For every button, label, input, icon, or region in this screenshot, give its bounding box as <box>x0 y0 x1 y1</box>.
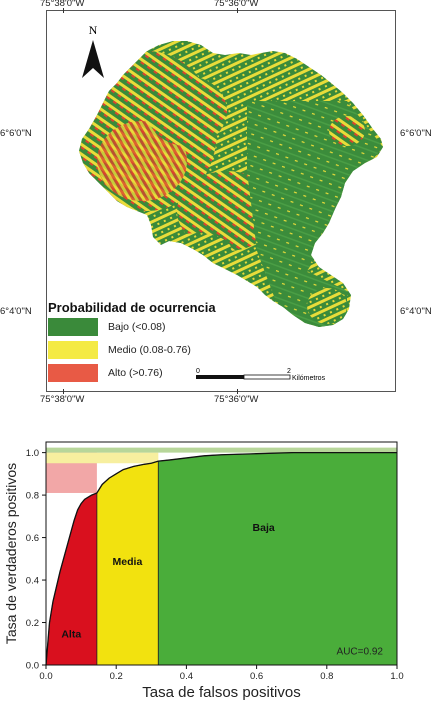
x-tick-label-2: 0.4 <box>180 671 193 682</box>
legend-label-alto: Alto (>0.76) <box>108 367 163 379</box>
north-label: N <box>89 23 98 37</box>
zone-label-0: Alta <box>61 628 81 640</box>
x-tick-label-5: 1.0 <box>390 671 403 682</box>
x-tick-label-4: 0.8 <box>320 671 333 682</box>
tick-top-left <box>63 8 64 13</box>
y-tick-label-0: 0.0 <box>26 661 39 672</box>
coord-top-right: 75°36'0"W <box>214 0 259 9</box>
roc-chart: Alta Media Baja 0.0 0.2 0.4 0.6 0.8 1.0 0.0 0.2 0.4… <box>0 430 437 708</box>
legend-swatch-alto <box>48 364 98 382</box>
coord-right-lower: 6°4'0"N <box>400 306 432 317</box>
scale-start-label: 0 <box>196 368 200 375</box>
tick-bottom-left <box>63 389 64 394</box>
roc-curve <box>45 451 397 666</box>
zone-fill-2 <box>157 452 398 666</box>
y-tick-label-4: 0.8 <box>26 491 39 502</box>
legend-item-bajo: Bajo (<0.08) <box>48 318 166 336</box>
y-tick-label-2: 0.4 <box>26 576 39 587</box>
coord-top-left: 75°38'0"W <box>40 0 85 9</box>
coord-bottom-left: 75°38'0"W <box>40 394 85 405</box>
coord-bottom-right: 75°36'0"W <box>214 394 259 405</box>
legend-swatch-medio <box>48 341 98 359</box>
legend-item-medio: Medio (0.08-0.76) <box>48 341 191 359</box>
legend-title: Probabilidad de ocurrencia <box>48 300 216 315</box>
legend-item-alto: Alto (>0.76) <box>48 364 163 382</box>
map-canvas <box>79 41 383 327</box>
coord-left-upper: 6°6'0"N <box>0 128 32 139</box>
x-tick-label-0: 0.0 <box>39 671 52 682</box>
y-tick-label-3: 0.6 <box>26 533 39 544</box>
zone-band-1 <box>46 452 159 464</box>
coord-left-lower: 6°4'0"N <box>0 306 32 317</box>
legend-label-bajo: Bajo (<0.08) <box>108 321 166 333</box>
legend-swatch-bajo <box>48 318 98 336</box>
x-tick-label-1: 0.2 <box>110 671 123 682</box>
x-tick-label-3: 0.6 <box>250 671 263 682</box>
zone-label-2: Baja <box>253 522 275 534</box>
y-tick-label-5: 1.0 <box>26 448 39 459</box>
y-axis-label: Tasa de verdaderos positivos <box>3 463 19 644</box>
plot-frame <box>45 441 398 666</box>
scale-end-label: 2 <box>287 368 291 375</box>
scale-bar: 0 2 Kilómetros <box>196 366 346 393</box>
y-tick-label-1: 0.2 <box>26 618 39 629</box>
roc-chart-svg: Alta Media Baja 0.0 0.2 0.4 0.6 0.8 1.0 0.0 0.2 0.4… <box>3 441 404 701</box>
coord-right-upper: 6°6'0"N <box>400 128 432 139</box>
tick-bottom-right <box>237 389 238 394</box>
scale-unit-label: Kilómetros <box>292 375 326 382</box>
auc-annotation: AUC=0.92 <box>337 646 384 657</box>
zone-label-1: Media <box>113 556 143 568</box>
legend-label-medio: Medio (0.08-0.76) <box>108 344 191 356</box>
north-arrow: N <box>78 22 108 87</box>
tick-top-right <box>237 8 238 13</box>
x-axis-label: Tasa de falsos positivos <box>142 684 300 701</box>
map-frame <box>46 10 396 392</box>
baja-band <box>46 447 397 453</box>
